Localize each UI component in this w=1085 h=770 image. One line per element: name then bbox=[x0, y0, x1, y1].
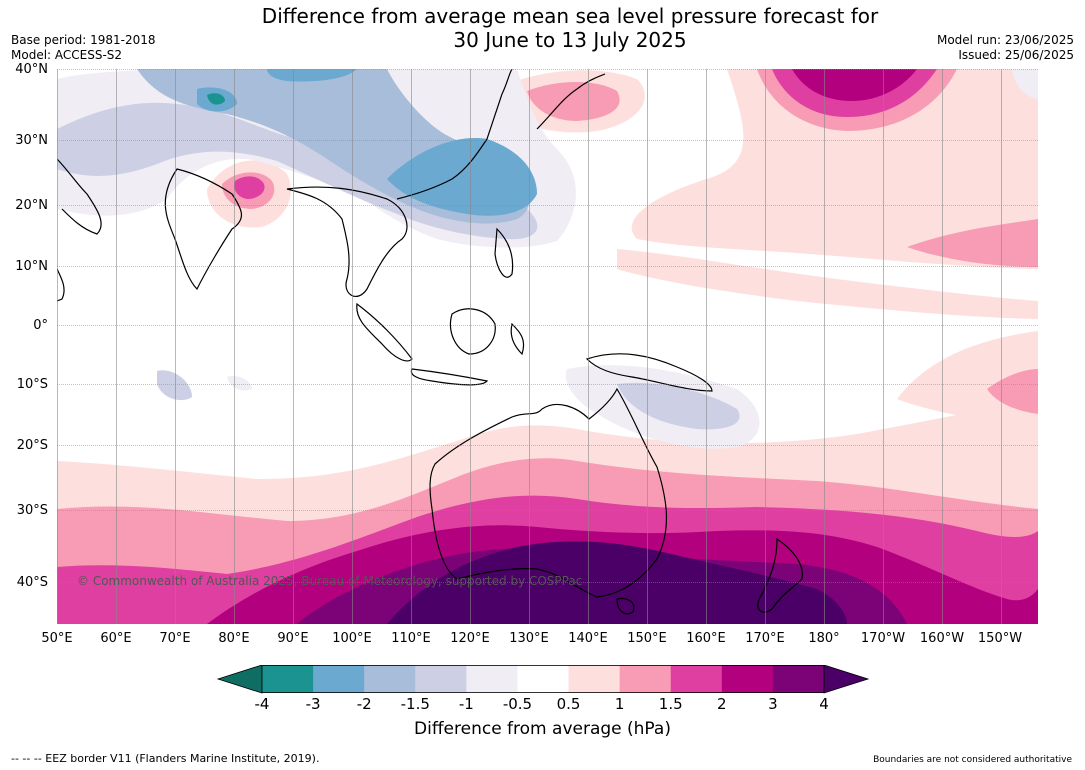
pressure-anomaly-map bbox=[57, 69, 1038, 624]
colorbar-tick-label: 3 bbox=[768, 695, 778, 713]
new-zealand-coastline bbox=[757, 537, 804, 613]
colorbar-cell bbox=[721, 665, 774, 693]
colorbar-tick-label: 2 bbox=[717, 695, 727, 713]
lon-label: 110°E bbox=[391, 631, 431, 646]
new-guinea-coastline bbox=[585, 353, 713, 392]
colorbar-outline bbox=[261, 665, 825, 693]
colorbar-cell bbox=[517, 665, 570, 693]
meta-left: Base period: 1981-2018 Model: ACCESS-S2 bbox=[11, 33, 156, 63]
india-coastline bbox=[164, 168, 242, 291]
copyright-notice: © Commonwealth of Australia 2025, Bureau… bbox=[77, 574, 583, 588]
sulawesi-coastline bbox=[510, 322, 525, 356]
colorbar-cell bbox=[772, 665, 825, 693]
lon-label: 160°E bbox=[686, 631, 726, 646]
lon-label: 130°E bbox=[509, 631, 549, 646]
meta-right: Model run: 23/06/2025 Issued: 25/06/2025 bbox=[937, 33, 1074, 63]
colorbar-low-end bbox=[216, 665, 263, 694]
model-run: Model run: 23/06/2025 bbox=[936, 33, 1074, 47]
map-title: Difference from average mean sea level p… bbox=[200, 4, 940, 52]
colorbar-cell bbox=[670, 665, 723, 693]
philippines-coastline bbox=[494, 227, 514, 278]
title-line-2: 30 June to 13 July 2025 bbox=[453, 28, 687, 52]
china-coastline bbox=[396, 69, 513, 200]
colorbar-tick-label: -0.5 bbox=[502, 695, 533, 713]
colorbar-tick-label: -2 bbox=[356, 695, 372, 713]
model-name: Model: ACCESS-S2 bbox=[11, 48, 123, 62]
colorbar-cell bbox=[313, 665, 365, 693]
boundary-disclaimer: Boundaries are not considered authoritat… bbox=[873, 755, 1072, 765]
colorbar-tick-label: 1 bbox=[614, 695, 625, 713]
lon-label: 180° bbox=[808, 631, 840, 646]
colorbar-tick-label: 0.5 bbox=[556, 695, 581, 713]
lon-label: 100°E bbox=[332, 631, 372, 646]
lon-label: 170°W bbox=[860, 631, 906, 646]
asia-negative-anomaly bbox=[57, 69, 576, 248]
southeast-asia-coastline bbox=[286, 186, 408, 297]
lat-label: 10°S bbox=[16, 377, 48, 392]
lat-label: 30°N bbox=[15, 133, 48, 148]
colorbar-label: Difference from average (hPa) bbox=[414, 719, 671, 739]
lon-label: 140°E bbox=[568, 631, 608, 646]
lat-label: 30°S bbox=[16, 503, 48, 518]
tasmania-coastline bbox=[616, 597, 635, 615]
africa-coastline bbox=[57, 268, 65, 302]
lon-label: 70°E bbox=[159, 631, 191, 646]
eez-footnote: -- -- -- EEZ border V11 (Flanders Marine… bbox=[11, 752, 320, 765]
colorbar-tick-label: 4 bbox=[819, 695, 829, 713]
lon-label: 170°E bbox=[745, 631, 785, 646]
colorbar-cell bbox=[619, 665, 672, 693]
colorbar-tick-label: -1.5 bbox=[400, 695, 430, 713]
colorbar-cells bbox=[262, 665, 825, 693]
lon-label: 160°W bbox=[919, 631, 965, 646]
lat-label: 20°S bbox=[16, 438, 48, 453]
lon-label: 60°E bbox=[100, 631, 132, 646]
colorbar-tick-label: -3 bbox=[305, 695, 321, 713]
australia-coastline bbox=[429, 387, 667, 598]
colorbar-tick-label: 1.5 bbox=[658, 695, 683, 713]
colorbar-cell bbox=[415, 665, 467, 693]
lat-label: 40°N bbox=[15, 62, 48, 77]
lon-label: 120°E bbox=[450, 631, 490, 646]
issued-date: Issued: 25/06/2025 bbox=[958, 48, 1074, 62]
colorbar-tick-label: -1 bbox=[458, 695, 474, 713]
colorbar-tick-label: -4 bbox=[254, 695, 270, 713]
lat-label: 20°N bbox=[15, 198, 48, 213]
lon-label: 50°E bbox=[41, 631, 73, 646]
colorbar bbox=[216, 665, 870, 694]
colorbar-cell bbox=[262, 665, 314, 693]
southern-positive-anomaly bbox=[57, 399, 1038, 624]
lat-label: 10°N bbox=[15, 259, 48, 274]
colorbar-cell bbox=[568, 665, 621, 693]
india-positive-anomaly bbox=[207, 160, 291, 228]
colorbar-cell bbox=[466, 665, 518, 693]
lat-label: 0° bbox=[33, 318, 48, 333]
lon-label: 90°E bbox=[277, 631, 309, 646]
sumatra-coastline bbox=[356, 302, 413, 362]
lon-label: 150°E bbox=[627, 631, 667, 646]
graticule bbox=[57, 69, 1038, 624]
coastlines bbox=[57, 69, 804, 615]
japan-coastline bbox=[536, 73, 606, 130]
borneo-coastline bbox=[449, 308, 496, 355]
lat-label: 40°S bbox=[16, 575, 48, 590]
north-pacific-positive-anomaly bbox=[617, 69, 1038, 319]
south-pacific-positive-anomaly bbox=[897, 331, 1038, 429]
title-line-1: Difference from average mean sea level p… bbox=[261, 4, 879, 28]
arabia-coastline bbox=[57, 158, 102, 235]
colorbar-cell bbox=[364, 665, 416, 693]
lon-label: 150°W bbox=[977, 631, 1023, 646]
lon-label: 80°E bbox=[218, 631, 250, 646]
base-period: Base period: 1981-2018 bbox=[11, 33, 156, 47]
colorbar-high-end bbox=[823, 665, 870, 694]
